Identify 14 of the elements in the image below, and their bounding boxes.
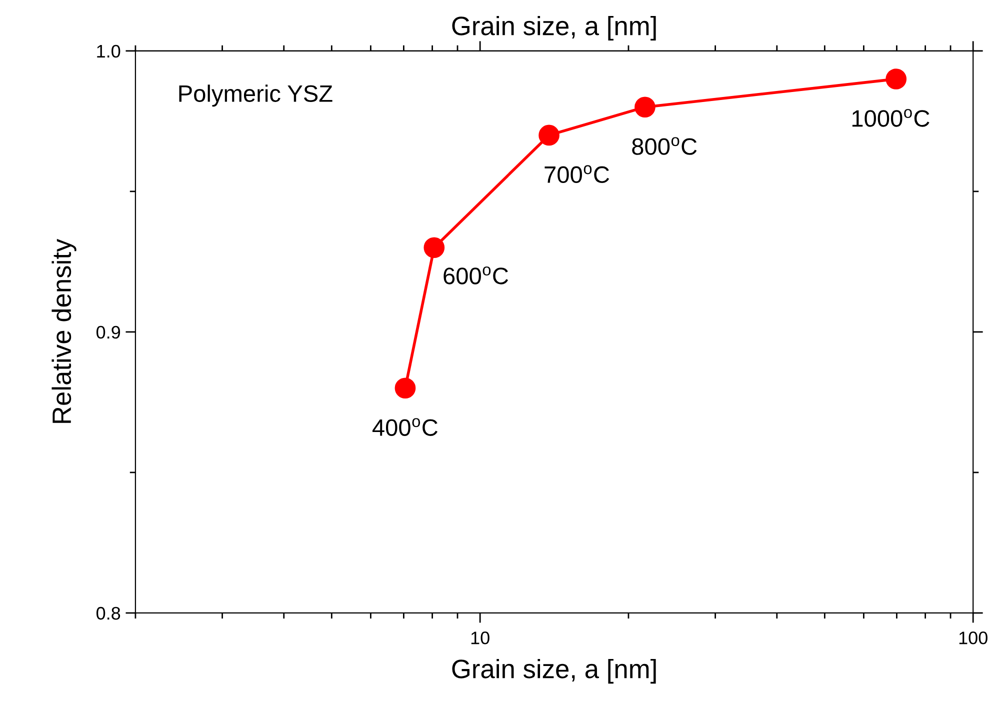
annotation: 700$^{o}$C: [544, 165, 610, 184]
x-tick-label: 100: [959, 632, 988, 644]
annotation: 600$^{o}$C: [444, 266, 508, 284]
annotation: Polymeric YSZ: [179, 84, 332, 107]
y-tick-label: 1.0: [97, 44, 120, 58]
annotation: 400$^{o}$C: [372, 418, 438, 436]
y-tick-label: 0.9: [96, 326, 120, 339]
x-axis-title: Grain size, a [nm]: [452, 658, 656, 684]
annotation: 1000$^{o}$C: [852, 108, 930, 127]
y-tick-label: 0.8: [96, 606, 120, 620]
y-axis-title: Relative density: [52, 238, 76, 423]
annotation: 800$^{o}$C: [632, 137, 697, 155]
x2-axis-title: Grain size, a [nm]: [452, 16, 656, 41]
x-tick-label: 10: [471, 632, 490, 644]
